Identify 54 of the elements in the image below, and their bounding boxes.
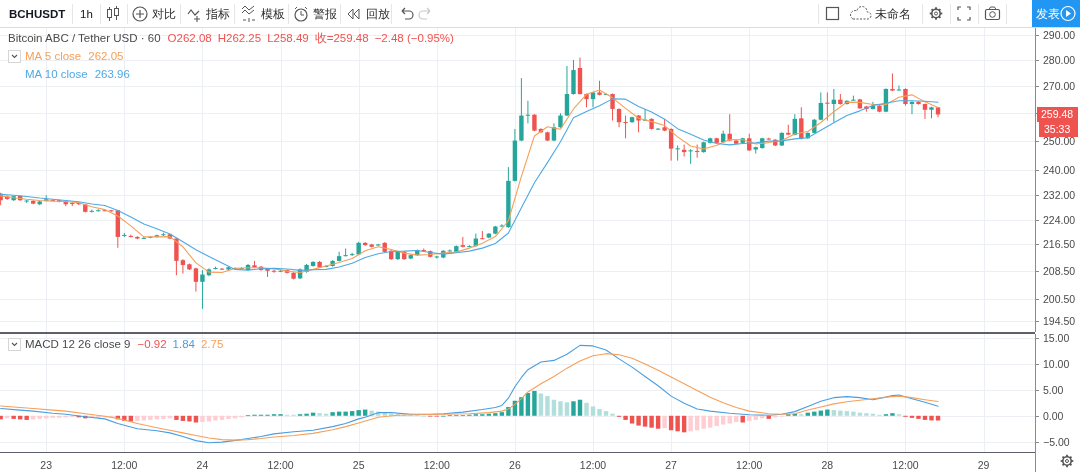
chart-title: Bitcoin ABC / Tether USD · 60 [8, 32, 161, 44]
text: BCHUSDT [9, 8, 66, 20]
annotation: 2.75 [200, 338, 224, 350]
x-tick-label: 12:00 [736, 459, 763, 471]
x-tick-label: 27 [665, 459, 678, 471]
x-tick-label: 25 [352, 459, 365, 471]
y-tick-label: 15.00 [1043, 332, 1070, 345]
y-tick-label: 216.50 [1043, 238, 1076, 251]
text: 警报 [313, 7, 337, 21]
annotation: 263.96 [94, 68, 130, 80]
text: 回放 [366, 7, 390, 21]
annotation: 259.48 [1041, 108, 1074, 121]
text: 对比 [152, 7, 176, 21]
annotation: O262.08 [167, 32, 212, 44]
text: 指标 [205, 7, 230, 21]
x-tick-label: 28 [821, 459, 834, 471]
y-tick-label: 240.00 [1043, 164, 1076, 177]
y-tick-label: 208.50 [1043, 265, 1076, 278]
y-tick-label: 5.00 [1043, 384, 1064, 397]
annotation: 1.84 [172, 338, 196, 350]
x-tick-label: 24 [196, 459, 209, 471]
y-tick-label: 290.00 [1043, 29, 1076, 42]
y-tick-label: 10.00 [1043, 358, 1070, 371]
y-tick-label: 194.50 [1043, 315, 1076, 328]
chart-title: MACD 12 26 close 9 [25, 338, 131, 350]
y-tick-label: 0.00 [1043, 410, 1064, 423]
text: MA 5 close [25, 50, 82, 62]
annotation: −0.92 [137, 338, 167, 350]
annotation: 收=259.48 [314, 32, 369, 44]
text: 1h [80, 8, 93, 20]
text: 发表 [1036, 7, 1060, 21]
x-tick-label: 29 [977, 459, 990, 471]
x-tick-label: 23 [40, 459, 53, 471]
y-tick-label: 232.00 [1043, 189, 1076, 202]
x-tick-label: 12:00 [111, 459, 138, 471]
y-tick-label: 250.00 [1043, 135, 1076, 148]
annotation: −2.48 (−0.95%) [374, 32, 455, 44]
text: 未命名 [875, 7, 911, 21]
x-tick-label: 12:00 [579, 459, 607, 471]
text: 模板 [261, 7, 285, 21]
x-tick-label: 12:00 [892, 459, 919, 471]
y-tick-label: 270.00 [1043, 80, 1076, 93]
y-tick-label: 224.00 [1043, 214, 1076, 227]
x-tick-label: 12:00 [267, 459, 294, 471]
y-tick-label: 280.00 [1043, 54, 1076, 67]
text: MA 10 close [25, 68, 88, 80]
x-tick-label: 26 [509, 459, 521, 471]
annotation: 262.05 [88, 50, 124, 62]
annotation: L258.49 [267, 32, 309, 44]
y-tick-label: −5.00 [1043, 436, 1070, 449]
y-tick-label: 200.50 [1043, 293, 1076, 306]
x-tick-label: 12:00 [423, 459, 451, 471]
text: 35:33 [1044, 123, 1071, 136]
annotation: H262.25 [217, 32, 262, 44]
